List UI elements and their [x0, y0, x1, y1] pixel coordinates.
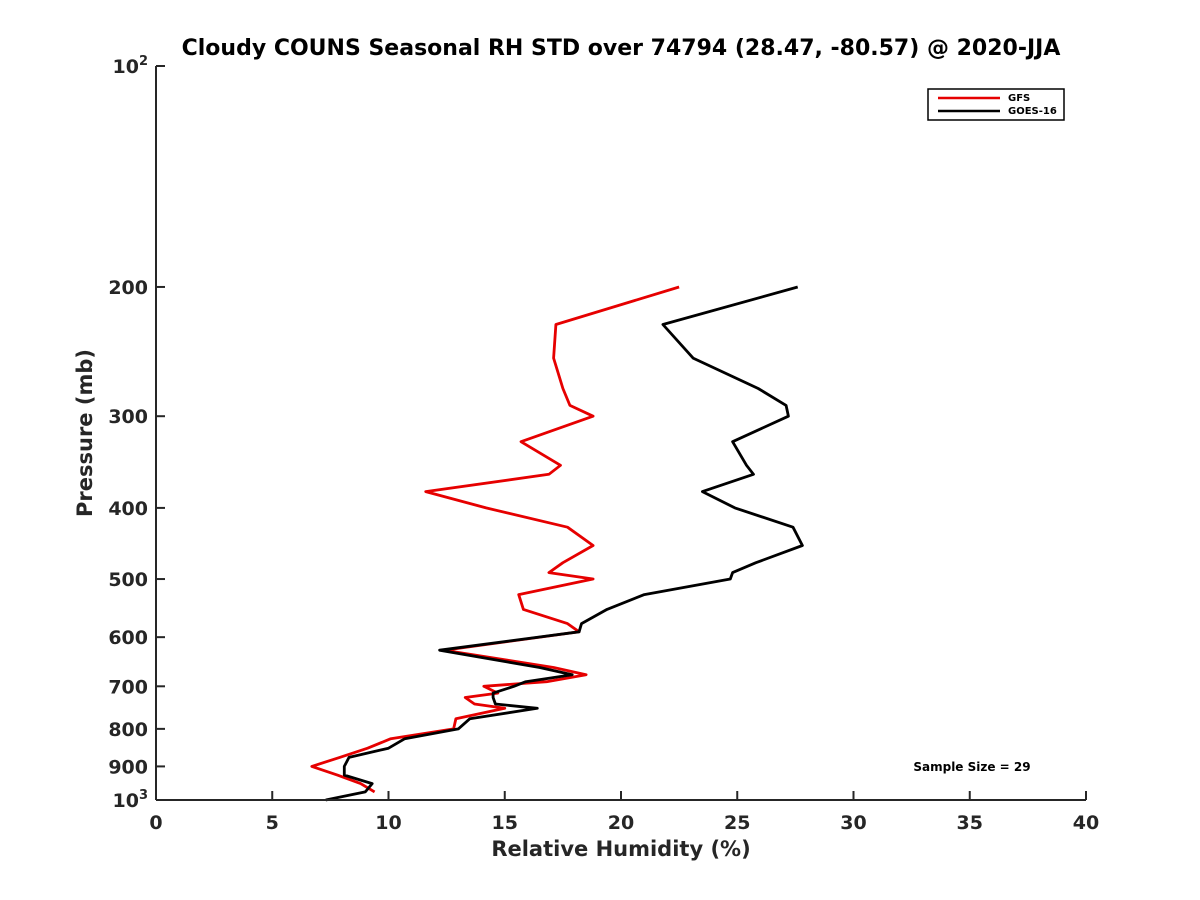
y-tick-label: 102 — [113, 54, 149, 78]
legend-label-gfs: GFS — [1008, 93, 1030, 104]
y-tick-label: 200 — [108, 277, 148, 299]
plot-lines — [310, 285, 804, 802]
y-tick-label: 900 — [108, 756, 148, 778]
x-axis-label: Relative Humidity (%) — [491, 837, 750, 861]
series-line-gfs — [310, 285, 680, 794]
y-tick-label: 103 — [113, 788, 149, 812]
x-tick-label: 25 — [724, 812, 750, 834]
y-tick-label: 700 — [108, 676, 148, 698]
legend: GFS GOES-16 — [927, 88, 1065, 121]
x-tick-label: 15 — [492, 812, 518, 834]
series-line-goes16 — [325, 285, 804, 802]
x-tick-label: 20 — [608, 812, 634, 834]
x-tick-label: 40 — [1073, 812, 1099, 834]
x-tick-label: 35 — [957, 812, 983, 834]
x-tick-label: 30 — [840, 812, 866, 834]
legend-box — [927, 88, 1065, 121]
y-tick-label: 600 — [108, 627, 148, 649]
y-tick-label: 800 — [108, 719, 148, 741]
sample-size-annotation: Sample Size = 29 — [913, 760, 1030, 774]
x-ticks: 0 5 10 15 20 25 30 35 40 — [149, 791, 1099, 834]
x-tick-label: 5 — [266, 812, 279, 834]
legend-label-goes16: GOES-16 — [1008, 106, 1057, 117]
y-ticks: 102 200 300 400 500 600 700 800 900 103 — [108, 54, 165, 812]
y-tick-label: 300 — [108, 406, 148, 428]
x-tick-label: 10 — [375, 812, 401, 834]
y-tick-label: 400 — [108, 498, 148, 520]
y-axis-label: Pressure (mb) — [73, 349, 97, 517]
chart-title: Cloudy COUNS Seasonal RH STD over 74794 … — [182, 36, 1061, 61]
y-tick-label: 500 — [108, 569, 148, 591]
x-tick-label: 0 — [149, 812, 162, 834]
